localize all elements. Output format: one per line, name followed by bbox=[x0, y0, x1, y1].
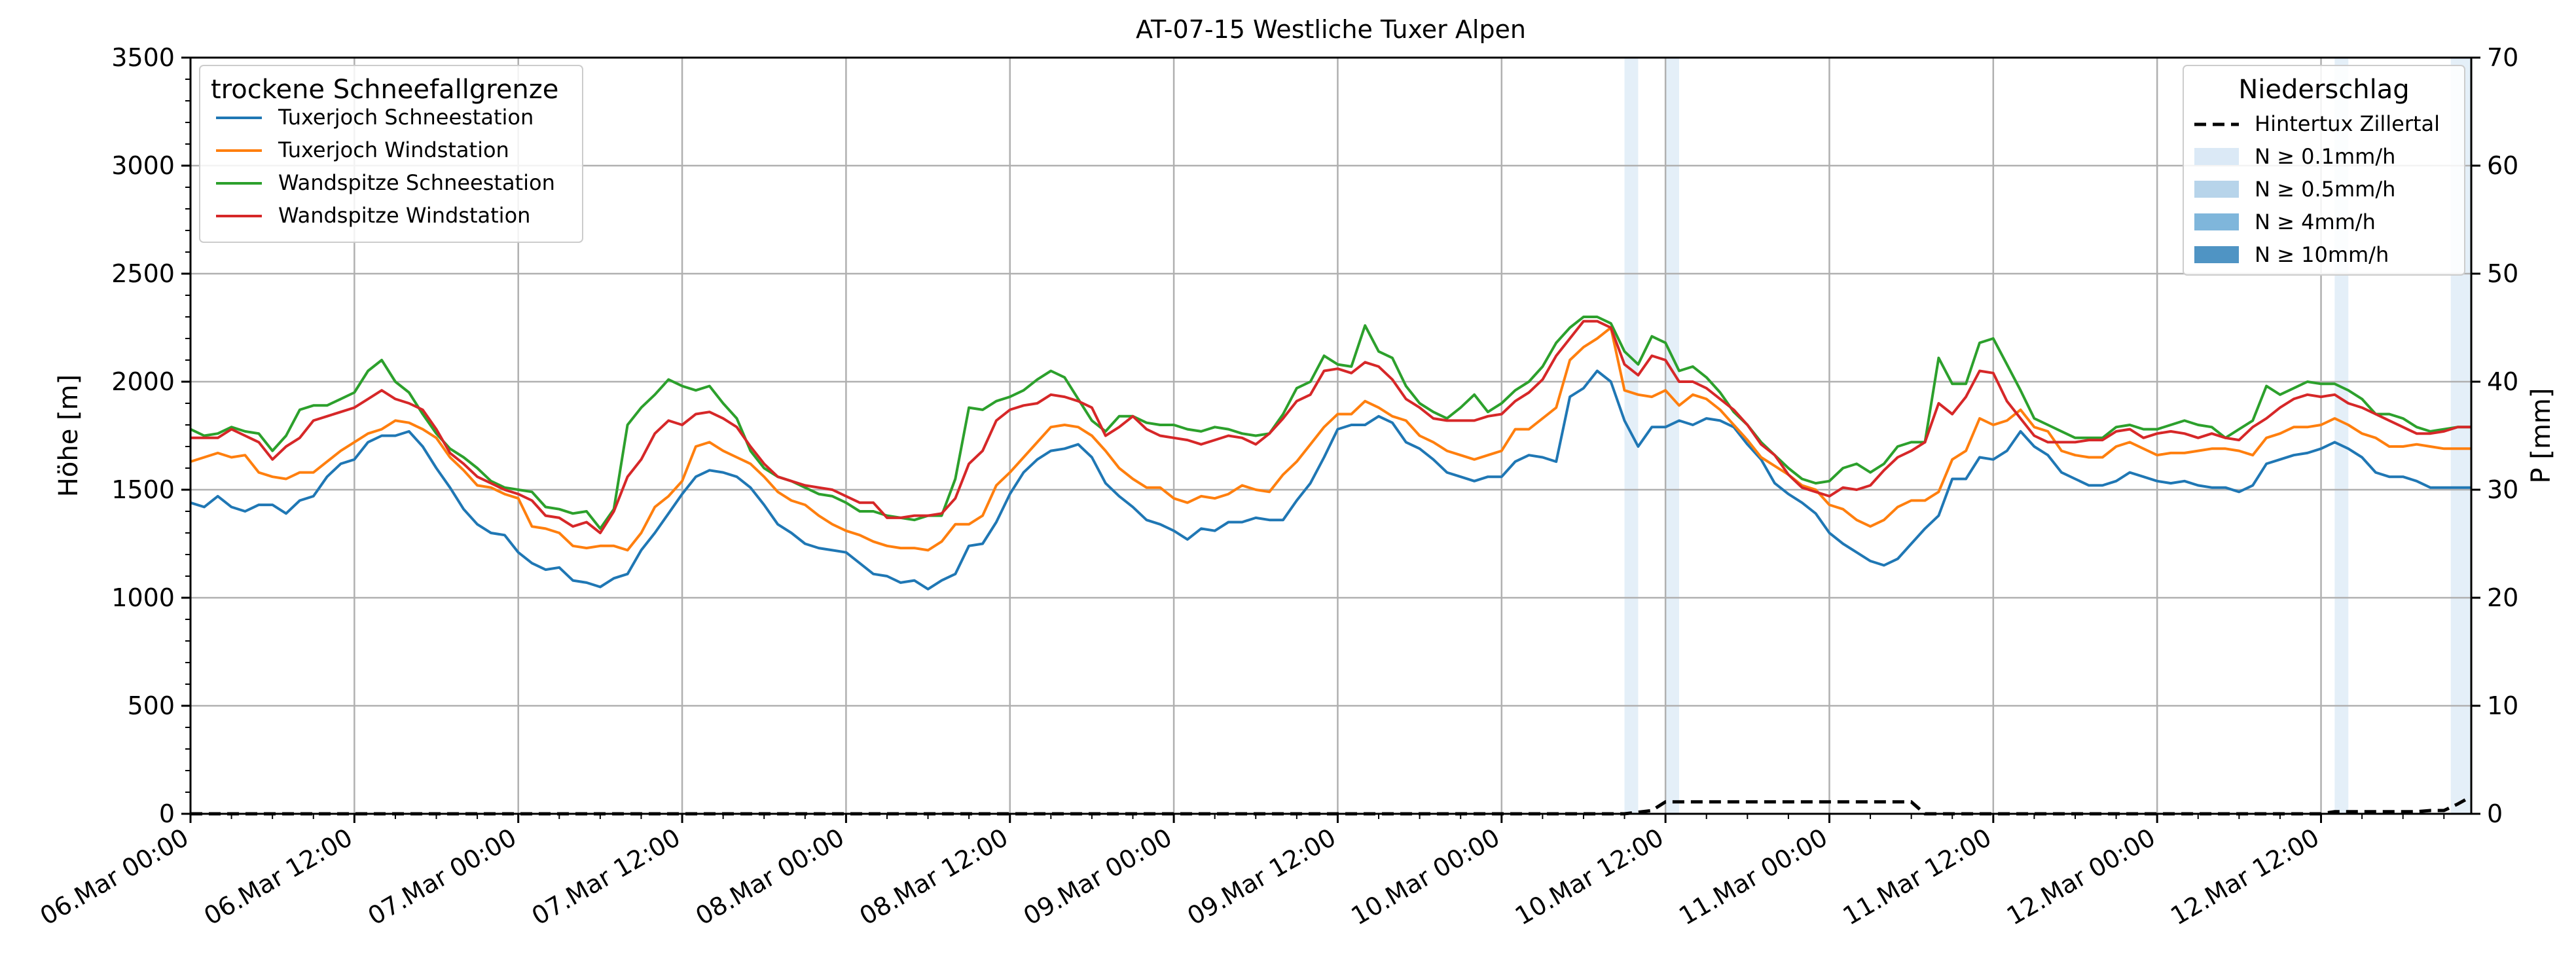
series-line-3 bbox=[190, 316, 2471, 530]
precip-band bbox=[1665, 58, 1679, 814]
legend-precip-entries: Hintertux Zillertal N ≥ 0.1mm/h N ≥ 0.5mm/… bbox=[2194, 111, 2440, 267]
legend-entry-label: Hintertux Zillertal bbox=[2255, 111, 2440, 136]
legend-entry-label: N ≥ 10mm/h bbox=[2255, 242, 2389, 267]
legend-precip-box bbox=[2183, 65, 2465, 276]
legend-entry-label: Wandspitze Schneestation bbox=[278, 170, 555, 195]
y-tick-label: 3000 bbox=[111, 151, 175, 180]
series-line-2 bbox=[190, 326, 2471, 552]
legend-snowline-entries: Tuxerjoch Schneestation Tuxerjoch Windsta… bbox=[216, 105, 555, 228]
legend-entry-label: Tuxerjoch Windstation bbox=[278, 137, 509, 162]
legend-swatch-band bbox=[2194, 181, 2239, 198]
legend-snowline-title: trockene Schneefallgrenze bbox=[211, 75, 558, 105]
y-right-tick-label: 10 bbox=[2487, 691, 2518, 720]
y-right-tick-label: 30 bbox=[2487, 475, 2518, 504]
legend-entry-label: Tuxerjoch Schneestation bbox=[278, 105, 534, 130]
legend-precip-title: Niederschlag bbox=[2238, 75, 2409, 105]
legend-swatch-band bbox=[2194, 148, 2239, 165]
legend-entry-label: N ≥ 0.5mm/h bbox=[2255, 177, 2395, 202]
legend-entry-label: N ≥ 4mm/h bbox=[2255, 210, 2376, 234]
y-tick-label: 3500 bbox=[111, 43, 175, 72]
y-right-tick-label: 20 bbox=[2487, 583, 2518, 612]
y-right-tick-label: 60 bbox=[2487, 151, 2518, 180]
plot-frame bbox=[189, 56, 2473, 815]
chart-title: AT-07-15 Westliche Tuxer Alpen bbox=[1136, 15, 1526, 44]
y-right-tick-label: 50 bbox=[2487, 259, 2518, 288]
legend-entry-label: Wandspitze Windstation bbox=[278, 203, 530, 228]
legend-entry-label: N ≥ 0.1mm/h bbox=[2255, 144, 2395, 169]
y-tick-label: 1000 bbox=[111, 583, 175, 612]
y-right-tick-label: 40 bbox=[2487, 367, 2518, 396]
legend-snowline-box bbox=[199, 65, 583, 243]
y-tick-label: 0 bbox=[159, 799, 175, 828]
y-right-tick-label: 0 bbox=[2487, 799, 2503, 828]
y-axis-right-label: P [mm] bbox=[2526, 388, 2556, 484]
y-tick-label: 1500 bbox=[111, 475, 175, 504]
legend-precip: Niederschlag Hintertux Zillertal N ≥ 0.1m… bbox=[2183, 65, 2465, 276]
series-layer bbox=[190, 316, 2471, 591]
legend-swatch-band bbox=[2194, 246, 2239, 263]
y-right-tick-label: 70 bbox=[2487, 43, 2518, 72]
legend-snowline: trockene Schneefallgrenze Tuxerjoch Schn… bbox=[199, 65, 583, 243]
y-tick-label: 2500 bbox=[111, 259, 175, 288]
series-line-4 bbox=[190, 319, 2471, 534]
legend-swatch-band bbox=[2194, 213, 2239, 230]
y-tick-label: 2000 bbox=[111, 367, 175, 396]
y-tick-label: 500 bbox=[127, 691, 175, 720]
y-axis-label: Höhe [m] bbox=[54, 374, 84, 497]
series-line-1 bbox=[190, 369, 2471, 591]
